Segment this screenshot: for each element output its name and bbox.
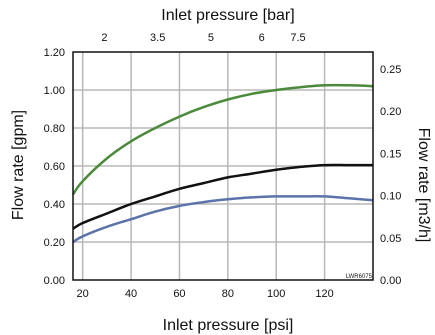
x-tick-label: 80 xyxy=(222,288,234,300)
y-axis-title: Flow rate [gpm] xyxy=(10,110,27,220)
series-line-1 xyxy=(71,83,374,196)
x-tick-label: 100 xyxy=(267,288,285,300)
series-curves xyxy=(71,83,374,244)
x2-tick-label: 3.5 xyxy=(150,32,165,44)
x2-tick-label: 5 xyxy=(208,32,214,44)
y2-tick-label: 0.10 xyxy=(380,191,401,203)
x2-tick-label: 2 xyxy=(101,32,107,44)
y2-tick-label: 0.05 xyxy=(380,233,401,245)
x-axis-title: Inlet pressure [psi] xyxy=(163,317,294,334)
y-tick-label: 1.20 xyxy=(44,47,65,59)
bottom-axis-ticks: 20 40 60 80 100 120 xyxy=(77,288,334,300)
series-line-3 xyxy=(72,195,374,244)
x-tick-label: 120 xyxy=(315,288,333,300)
y2-axis-title: Flow rate [m3/h] xyxy=(415,128,432,243)
series-line-2 xyxy=(72,163,373,230)
y-tick-label: 0.00 xyxy=(44,275,65,287)
right-axis-ticks: 0.00 0.05 0.10 0.15 0.20 0.25 xyxy=(380,64,401,287)
y-tick-label: 0.80 xyxy=(44,123,65,135)
x-tick-label: 60 xyxy=(173,288,185,300)
y-tick-label: 1.00 xyxy=(44,85,65,97)
x2-axis-title: Inlet pressure [bar] xyxy=(161,7,294,24)
x2-tick-label: 6 xyxy=(259,32,265,44)
y2-tick-label: 0.00 xyxy=(380,275,401,287)
y-tick-label: 0.60 xyxy=(44,161,65,173)
y2-tick-label: 0.25 xyxy=(380,64,401,76)
chart-code-label: LWR6075 xyxy=(346,274,373,280)
plot-frame xyxy=(72,51,374,281)
y2-tick-label: 0.15 xyxy=(380,148,401,160)
x2-tick-label: 7.5 xyxy=(290,32,305,44)
y-tick-label: 0.40 xyxy=(44,199,65,211)
y-tick-label: 0.20 xyxy=(44,237,65,249)
x-tick-label: 20 xyxy=(77,288,89,300)
top-axis-ticks: 2 3.5 5 6 7.5 xyxy=(101,32,305,44)
x-tick-label: 40 xyxy=(125,288,137,300)
left-axis-ticks: 0.00 0.20 0.40 0.60 0.80 1.00 1.20 xyxy=(44,47,65,287)
y2-tick-label: 0.20 xyxy=(380,106,401,118)
